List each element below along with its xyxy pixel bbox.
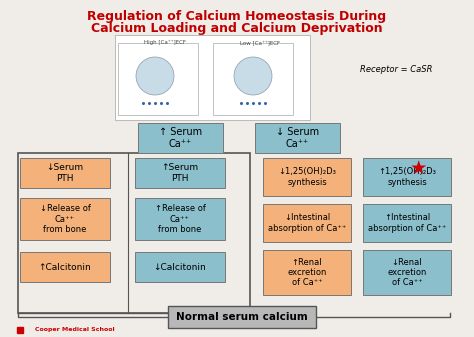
Text: ↑Intestinal
absorption of Ca⁺⁺: ↑Intestinal absorption of Ca⁺⁺ — [368, 213, 446, 233]
Bar — [255, 123, 340, 153]
Text: ↓Renal
excretion
of Ca⁺⁺: ↓Renal excretion of Ca⁺⁺ — [387, 257, 427, 287]
Text: ↓1,25(OH)₂D₃
synthesis: ↓1,25(OH)₂D₃ synthesis — [278, 167, 336, 187]
Text: Normal serum calcium: Normal serum calcium — [176, 312, 308, 322]
Text: Receptor = CaSR: Receptor = CaSR — [360, 65, 432, 74]
Text: ↓Release of
Ca⁺⁺
from bone: ↓Release of Ca⁺⁺ from bone — [39, 204, 91, 234]
Bar — [20, 198, 110, 240]
Text: ↑Renal
excretion
of Ca⁺⁺: ↑Renal excretion of Ca⁺⁺ — [287, 257, 327, 287]
Bar — [263, 204, 351, 242]
Bar — [135, 252, 225, 282]
Bar — [363, 204, 451, 242]
Bar — [115, 35, 310, 120]
Text: High [Ca⁺⁺]ECF: High [Ca⁺⁺]ECF — [144, 40, 186, 45]
Text: Cooper Medical School: Cooper Medical School — [35, 328, 115, 333]
Text: ↓Serum
PTH: ↓Serum PTH — [46, 163, 83, 183]
Bar — [213, 43, 293, 115]
Bar — [135, 158, 225, 188]
Bar — [18, 153, 250, 313]
Bar — [363, 250, 451, 295]
Bar — [135, 198, 225, 240]
Text: Low [Ca⁺⁺]ECF: Low [Ca⁺⁺]ECF — [240, 40, 280, 45]
Text: ↓Calcitonin: ↓Calcitonin — [154, 263, 206, 272]
Bar — [20, 252, 110, 282]
Ellipse shape — [234, 57, 272, 95]
Text: ↑1,25(OH)₂D₃
synthesis: ↑1,25(OH)₂D₃ synthesis — [378, 167, 436, 187]
Bar — [20, 158, 110, 188]
Bar — [263, 158, 351, 196]
Text: ↓ Serum
Ca⁺⁺: ↓ Serum Ca⁺⁺ — [276, 127, 319, 149]
Text: ★: ★ — [409, 158, 427, 178]
Ellipse shape — [136, 57, 174, 95]
Bar — [263, 250, 351, 295]
Bar — [118, 43, 198, 115]
Text: ↑Calcitonin: ↑Calcitonin — [38, 263, 91, 272]
Text: ↑ Serum
Ca⁺⁺: ↑ Serum Ca⁺⁺ — [159, 127, 202, 149]
Text: ↑Release of
Ca⁺⁺
from bone: ↑Release of Ca⁺⁺ from bone — [155, 204, 205, 234]
Bar — [363, 158, 451, 196]
Bar — [168, 306, 316, 328]
Text: Regulation of Calcium Homeostasis During: Regulation of Calcium Homeostasis During — [87, 10, 387, 23]
Text: ↓Intestinal
absorption of Ca⁺⁺: ↓Intestinal absorption of Ca⁺⁺ — [268, 213, 346, 233]
Text: ↑Serum
PTH: ↑Serum PTH — [162, 163, 199, 183]
Text: Calcium Loading and Calcium Deprivation: Calcium Loading and Calcium Deprivation — [91, 22, 383, 35]
Bar — [138, 123, 223, 153]
